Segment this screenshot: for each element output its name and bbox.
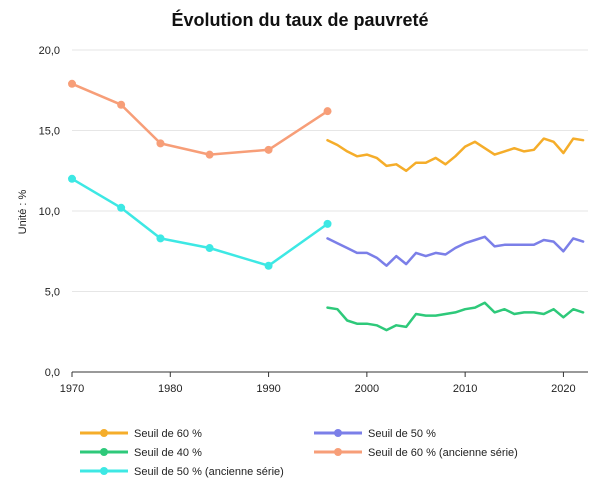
legend-marker [100,467,108,475]
legend-item[interactable]: Seuil de 60 % [80,428,202,440]
data-point [205,150,214,159]
series-layer [68,79,585,332]
x-tick-label: 1980 [158,383,182,395]
legend-marker [334,448,342,456]
legend-label: Seuil de 60 % [134,428,202,440]
legend-item[interactable]: Seuil de 50 % (ancienne série) [80,466,284,478]
axes: 0,0 5,0 10,0 15,0 20,0 1970 1980 1990 2000 2010 20… [39,45,588,395]
x-tick-label: 2010 [453,383,477,395]
data-point [264,261,273,270]
legend[interactable]: Seuil de 60 % Seuil de 50 % Seuil de 40 % S… [80,428,518,478]
series-4 [68,174,332,270]
legend-item[interactable]: Seuil de 50 % [314,428,436,440]
x-tick-label: 2000 [355,383,379,395]
data-point [117,100,126,109]
legend-marker [334,429,342,437]
legend-label: Seuil de 40 % [134,447,202,459]
series-2 [326,301,585,332]
x-tick-label: 1970 [60,383,84,395]
x-tick-label: 1990 [256,383,280,395]
series-line [326,137,585,173]
y-tick-label: 0,0 [45,367,60,379]
y-tick-label: 15,0 [39,126,60,138]
series-line [70,82,329,156]
data-point [156,234,165,243]
x-tick-label: 2020 [551,383,575,395]
legend-marker [100,448,108,456]
data-point [323,107,332,116]
data-point [117,203,126,212]
legend-label: Seuil de 60 % (ancienne série) [368,447,518,459]
series-line [70,177,329,267]
y-tick-label: 20,0 [39,45,60,57]
series-3 [68,79,332,159]
legend-label: Seuil de 50 % (ancienne série) [134,466,284,478]
series-1 [326,235,585,267]
data-point [68,79,76,88]
data-point [323,219,332,228]
y-tick-label: 5,0 [45,287,60,299]
series-0 [326,137,585,173]
data-point [68,174,76,183]
series-line [326,235,585,267]
y-axis-label: Unité : % [17,189,29,234]
chart-title: Évolution du taux de pauvreté [171,9,428,30]
y-tick-label: 10,0 [39,206,60,218]
series-line [326,301,585,332]
legend-item[interactable]: Seuil de 60 % (ancienne série) [314,447,518,459]
data-point [264,145,273,154]
data-point [156,139,165,148]
grid-lines [72,49,588,292]
data-point [205,244,214,253]
legend-item[interactable]: Seuil de 40 % [80,447,202,459]
legend-label: Seuil de 50 % [368,428,436,440]
legend-marker [100,429,108,437]
